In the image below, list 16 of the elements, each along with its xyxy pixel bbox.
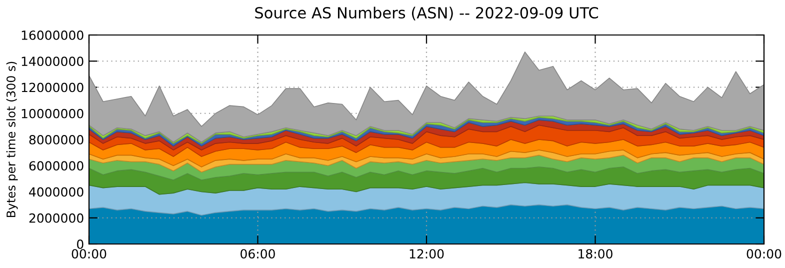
x-tick-label: 00:00 (746, 249, 782, 259)
y-tick-label: 12000000 (22, 82, 84, 92)
chart-title: Source AS Numbers (ASN) -- 2022-09-09 UTC (255, 6, 598, 20)
x-tick-label: 00:00 (72, 249, 106, 259)
y-tick-label: 6000000 (29, 161, 84, 171)
y-tick-label: 4000000 (29, 187, 84, 197)
y-tick-label: 14000000 (22, 56, 84, 66)
y-axis-title: Bytes per time slot (300 s) (6, 62, 18, 218)
y-tick-label: 8000000 (29, 134, 84, 144)
y-tick-label: 10000000 (22, 108, 84, 118)
y-tick-label: 16000000 (22, 30, 84, 40)
x-tick-label: 12:00 (410, 249, 444, 259)
x-tick-label: 18:00 (578, 249, 612, 259)
y-tick-label: 0 (77, 239, 84, 249)
x-tick-label: 06:00 (240, 249, 275, 259)
y-tick-label: 2000000 (29, 213, 84, 223)
